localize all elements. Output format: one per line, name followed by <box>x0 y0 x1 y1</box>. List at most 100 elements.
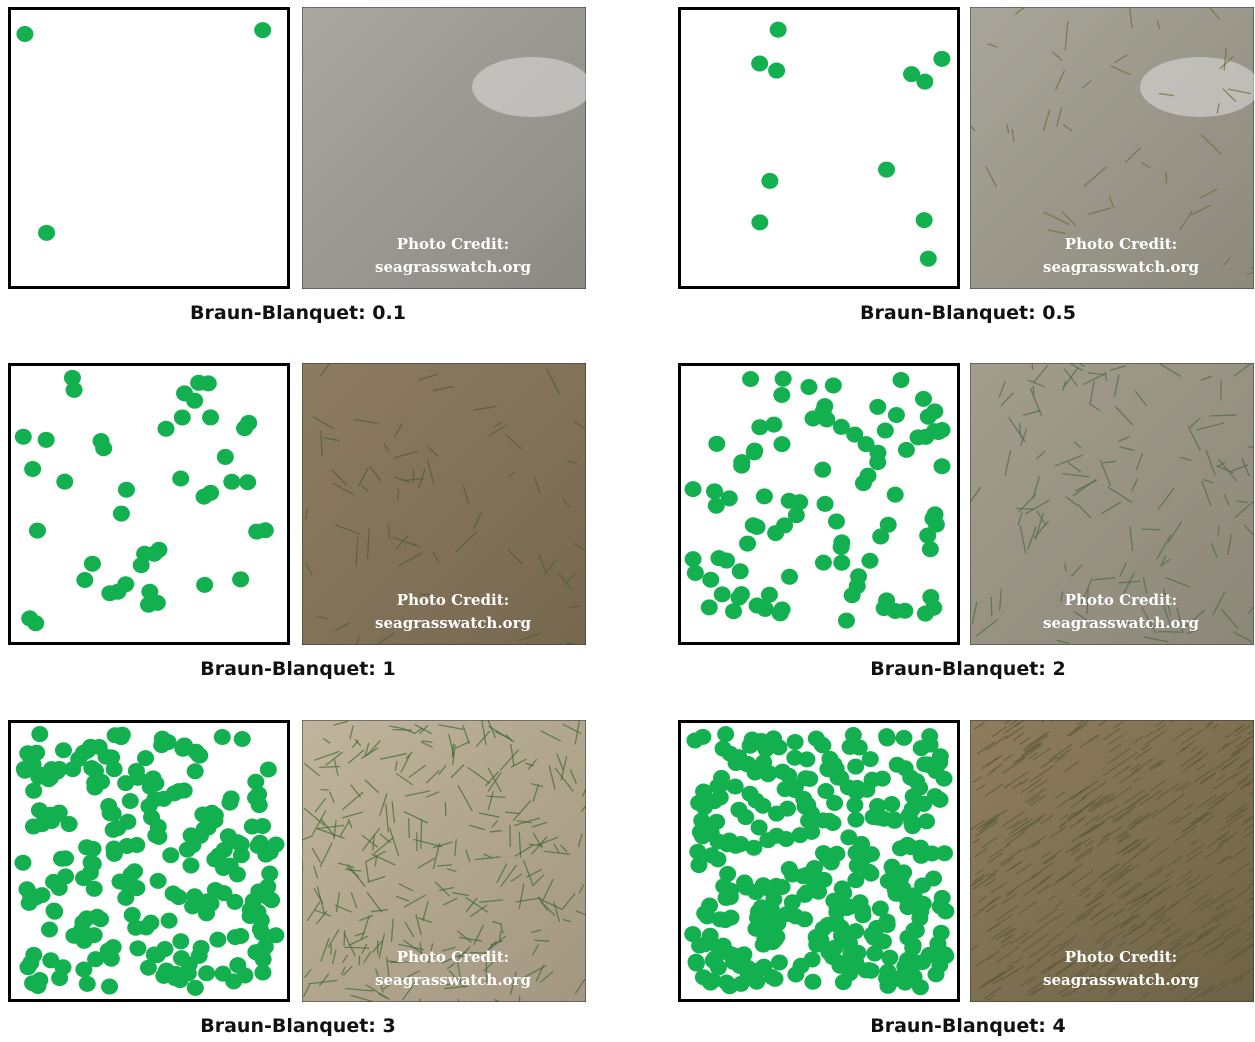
cover-dot <box>161 913 178 929</box>
photo-credit: seagrasswatch.org <box>1043 614 1199 632</box>
cover-dot <box>883 796 900 812</box>
photo-credit: seagrasswatch.org <box>375 971 531 989</box>
cover-dot <box>114 727 131 743</box>
photo-credit: seagrasswatch.org <box>1043 258 1199 276</box>
cover-dot <box>912 979 929 995</box>
cover-dot <box>103 749 120 765</box>
cover-dot <box>708 436 725 452</box>
cover-dot <box>150 873 167 889</box>
grass-blade <box>471 1001 496 1017</box>
cover-dot <box>858 436 875 452</box>
cover-dot <box>709 778 726 794</box>
cover-dot <box>719 866 736 882</box>
grass-blade <box>1166 171 1167 183</box>
cover-dot <box>78 839 95 855</box>
cover-dot <box>196 577 213 593</box>
cover-dot <box>234 731 251 747</box>
cover-dot <box>21 610 38 626</box>
cover-dot <box>22 955 39 971</box>
cover-dot <box>930 424 947 440</box>
cover-dot <box>913 740 930 756</box>
cover-dot <box>187 980 204 996</box>
cover-dot <box>804 870 821 886</box>
grass-blade <box>421 819 422 849</box>
photo-credit: Photo Credit: <box>1065 948 1177 966</box>
cover-dot <box>150 542 167 558</box>
grass-blade <box>445 802 446 816</box>
cover-dot <box>236 968 253 984</box>
grass-blade <box>409 818 410 838</box>
cover-dot <box>813 736 830 752</box>
cover-dot <box>800 379 817 395</box>
cover-dot <box>95 440 112 456</box>
cover-dot <box>847 954 864 970</box>
cover-dot <box>835 974 852 990</box>
cover-dot <box>756 488 773 504</box>
cover-dot <box>66 382 83 398</box>
cover-dot <box>902 839 919 855</box>
cover-dot <box>221 795 238 811</box>
cover-dot <box>87 951 104 967</box>
grass-blade <box>405 999 421 1023</box>
cover-dot <box>796 911 813 927</box>
cover-dot <box>886 873 903 889</box>
cover-dot <box>685 481 702 497</box>
grass-blade <box>534 940 549 941</box>
cover-dot <box>829 899 846 915</box>
cover-dot <box>186 888 203 904</box>
cover-dot <box>220 828 237 844</box>
cover-dot <box>915 391 932 407</box>
cover-dot <box>742 371 759 387</box>
cover-dot <box>751 419 768 435</box>
cover-dot <box>214 729 231 745</box>
cover-dot <box>781 569 798 585</box>
grass-blade <box>1016 508 1034 509</box>
cover-dot <box>46 904 63 920</box>
cover-dot <box>905 788 922 804</box>
cover-dot <box>828 846 845 862</box>
cover-dot <box>828 513 845 529</box>
cover-dot <box>113 506 130 522</box>
cover-dot <box>749 519 766 535</box>
cover-dot <box>140 798 157 814</box>
cover-dot <box>784 867 801 883</box>
cover-dot <box>733 454 750 470</box>
cover-dot <box>158 962 175 978</box>
cover-dot <box>701 599 718 615</box>
cover-dot <box>687 565 704 581</box>
cover-dot <box>749 963 766 979</box>
cover-dot <box>730 802 747 818</box>
cover-dot <box>886 811 903 827</box>
grass-blade <box>547 1001 565 1014</box>
panel-label: Braun-Blanquet: 4 <box>870 1015 1065 1037</box>
cover-dot <box>936 771 953 787</box>
cover-dot <box>202 485 219 501</box>
cover-dot <box>257 847 274 863</box>
cover-dot <box>780 768 797 784</box>
cover-dot <box>869 798 886 814</box>
cover-dot <box>16 26 33 42</box>
cover-dot <box>118 482 135 498</box>
cover-dot <box>773 436 790 452</box>
cover-dot <box>101 979 118 995</box>
panel-label: Braun-Blanquet: 2 <box>870 658 1065 680</box>
cover-dot <box>57 850 74 866</box>
cover-dot <box>739 756 756 772</box>
cover-dot <box>55 742 72 758</box>
cover-dot <box>702 928 719 944</box>
cover-dot <box>869 399 886 415</box>
cover-dot <box>738 880 755 896</box>
cover-dot <box>209 932 226 948</box>
cover-dot <box>22 749 39 765</box>
cover-dot <box>122 793 139 809</box>
cover-dot <box>223 474 240 490</box>
cover-dot <box>773 387 790 403</box>
cover-dot <box>825 756 842 772</box>
cover-dot <box>207 882 224 898</box>
cover-dot <box>704 973 721 989</box>
cover-dot <box>187 763 204 779</box>
cover-dot <box>791 494 808 510</box>
cover-dot <box>765 417 782 433</box>
cover-dot <box>191 748 208 764</box>
cover-dot <box>706 483 723 499</box>
